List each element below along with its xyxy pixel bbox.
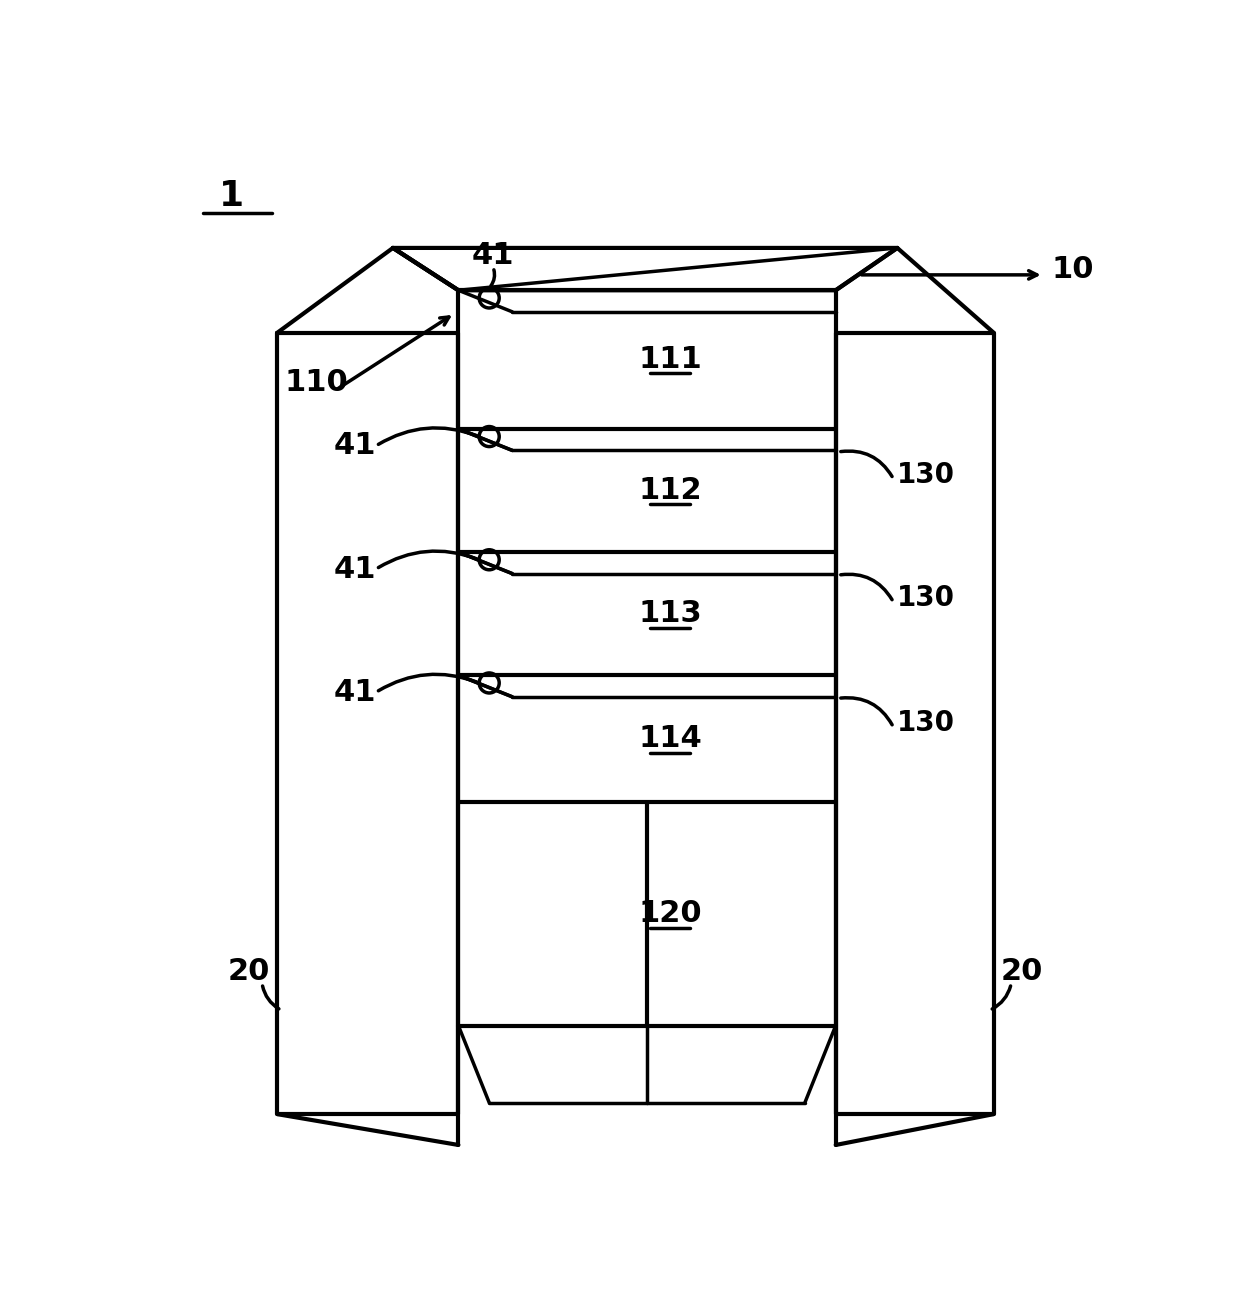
Text: 114: 114 bbox=[639, 724, 702, 753]
Text: 41: 41 bbox=[334, 555, 376, 583]
Text: 20: 20 bbox=[228, 958, 270, 986]
Text: 111: 111 bbox=[639, 345, 702, 375]
Text: 113: 113 bbox=[639, 599, 702, 629]
Text: 130: 130 bbox=[898, 584, 955, 612]
Text: 41: 41 bbox=[334, 432, 376, 460]
Text: 110: 110 bbox=[284, 368, 348, 397]
Text: 10: 10 bbox=[1052, 255, 1094, 284]
Text: 41: 41 bbox=[334, 678, 376, 706]
Text: 130: 130 bbox=[898, 461, 955, 489]
Text: 120: 120 bbox=[639, 899, 702, 928]
Text: 20: 20 bbox=[1001, 958, 1043, 986]
Text: 112: 112 bbox=[639, 476, 702, 505]
Text: 41: 41 bbox=[471, 241, 515, 270]
Text: 1: 1 bbox=[218, 179, 244, 213]
Text: 130: 130 bbox=[898, 709, 955, 737]
